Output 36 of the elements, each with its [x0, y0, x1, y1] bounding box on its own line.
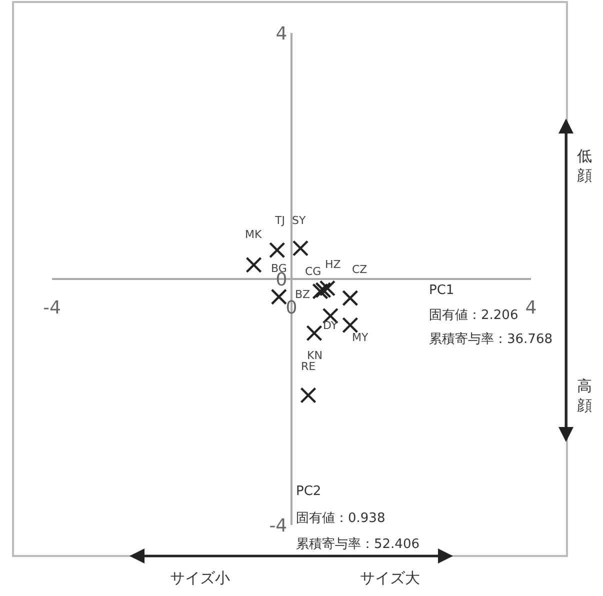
- point: [312, 283, 328, 300]
- annotation: CZ: [352, 263, 368, 276]
- point: [270, 288, 288, 305]
- text: 累積寄与率：52.406: [296, 536, 420, 552]
- annotation: RE: [301, 360, 316, 373]
- point: [300, 387, 316, 404]
- annotation: KN: [307, 349, 322, 362]
- annotation: DY: [323, 319, 338, 332]
- point: [306, 325, 322, 342]
- point: [342, 290, 358, 306]
- text: 高顔: [577, 377, 592, 414]
- annotation: 固有値：0.938: [296, 511, 386, 526]
- annotation: 累積寄与率：36.768: [429, 331, 552, 347]
- point: [292, 240, 309, 256]
- annotation: BZ: [295, 288, 311, 301]
- point: [269, 242, 286, 258]
- point: [342, 317, 358, 334]
- annotation: MY: [352, 331, 368, 344]
- text: サイズ大: [360, 569, 420, 587]
- x-tick-label: -4: [43, 297, 61, 318]
- y-tick-label: 4: [276, 23, 288, 44]
- text: 低顔: [577, 147, 592, 184]
- x-tick-label: 4: [525, 297, 537, 318]
- annotation: PC2: [296, 484, 322, 499]
- annotation: TJ: [274, 214, 285, 227]
- annotation: CG: [305, 265, 322, 278]
- annotation: HZ: [325, 258, 342, 271]
- annotation: MK: [245, 228, 262, 241]
- point: [246, 256, 262, 273]
- y-tick-label: -4: [269, 515, 288, 536]
- annotation: SY: [292, 214, 306, 227]
- text: サイズ小: [170, 569, 230, 587]
- annotation: 固有値：2.206: [429, 308, 518, 323]
- annotation: PC1: [429, 283, 454, 298]
- point: [319, 280, 336, 296]
- point: [315, 282, 332, 298]
